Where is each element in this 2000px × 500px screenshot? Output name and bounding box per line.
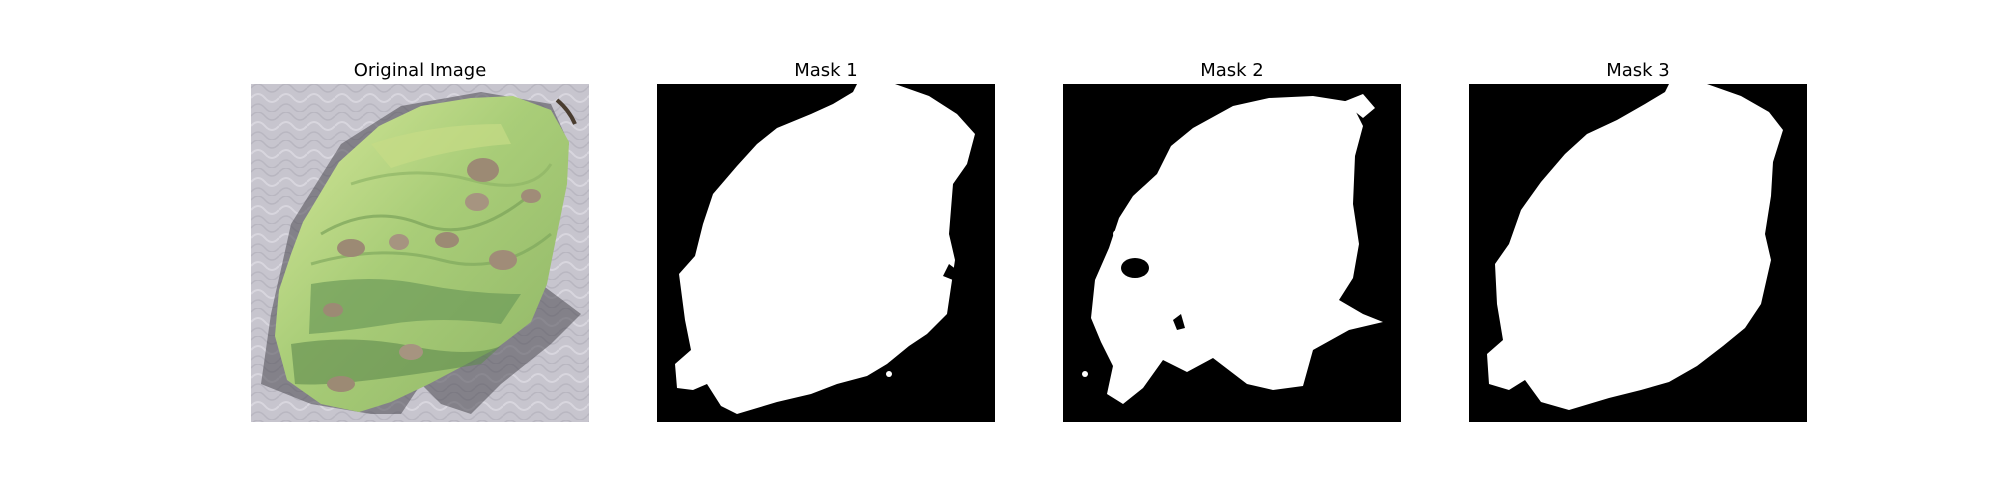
panel-original: Original Image (251, 58, 589, 422)
mask-2-image (1063, 84, 1401, 422)
panel-mask-2: Mask 2 (1063, 58, 1401, 422)
mask-3-image (1469, 84, 1807, 422)
panel-title: Mask 1 (794, 60, 858, 81)
panel-title: Mask 2 (1200, 60, 1264, 81)
mask-1-image (657, 84, 995, 422)
panel-mask-1: Mask 1 (657, 58, 995, 422)
panel-title: Original Image (353, 60, 487, 81)
panel-title: Mask 3 (1606, 60, 1670, 81)
panel-mask-3: Mask 3 (1469, 58, 1807, 422)
original-leaf-image (251, 84, 589, 422)
